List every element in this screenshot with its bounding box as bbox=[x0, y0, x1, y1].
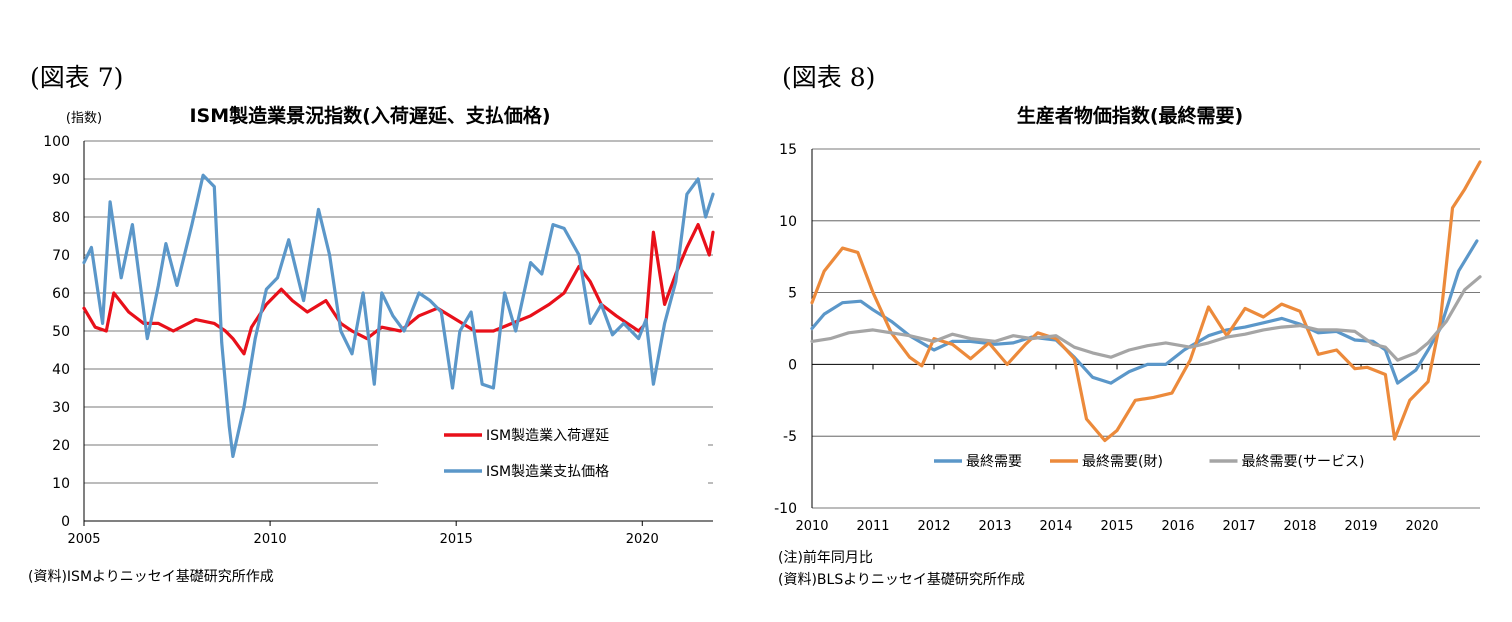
chart7-ytick-label: 100 bbox=[43, 134, 70, 150]
chart7-ytick-label: 60 bbox=[52, 286, 70, 302]
chart8-xtick-label: 2016 bbox=[1161, 519, 1194, 534]
chart8-xtick-label: 2019 bbox=[1344, 519, 1377, 534]
chart7-ytick-label: 40 bbox=[52, 362, 70, 378]
chart7-title: ISM製造業景況指数(入荷遅延、支払価格) bbox=[189, 104, 550, 127]
figure-8-source: (資料)BLSよりニッセイ基礎研究所作成 bbox=[778, 572, 1025, 588]
chart8-xtick-label: 2018 bbox=[1283, 519, 1316, 534]
chart7-series-line bbox=[82, 223, 715, 356]
chart7-legend-bg bbox=[378, 424, 708, 520]
chart7-ytick-label: 90 bbox=[52, 172, 70, 188]
chart8-series-line bbox=[810, 239, 1479, 385]
chart7-ytick-label: 80 bbox=[52, 210, 70, 226]
chart8-ytick-label: -5 bbox=[783, 429, 797, 445]
chart7-ytick-label: 70 bbox=[52, 248, 70, 264]
chart8-title: 生産者物価指数(最終需要) bbox=[1017, 104, 1243, 127]
chart8-xtick-label: 2017 bbox=[1222, 519, 1255, 534]
chart7-legend-label: ISM製造業入荷遅延 bbox=[486, 428, 609, 444]
chart7-xtick-label: 2020 bbox=[626, 532, 659, 547]
chart7-xtick-label: 2005 bbox=[67, 532, 100, 547]
chart8-ytick-label: 10 bbox=[779, 214, 797, 230]
chart8-xtick-label: 2014 bbox=[1039, 519, 1072, 534]
chart8-series-line bbox=[810, 160, 1482, 443]
figure-8-tag: (図表 8) bbox=[782, 63, 876, 92]
chart7-legend-label: ISM製造業支払価格 bbox=[486, 464, 609, 480]
chart8-xtick-label: 2012 bbox=[917, 519, 950, 534]
chart7-ytick-label: 30 bbox=[52, 400, 70, 416]
figure-8-note: (注)前年同月比 bbox=[778, 550, 873, 566]
chart7-xtick-label: 2010 bbox=[254, 532, 287, 547]
chart7-ytick-label: 20 bbox=[52, 438, 70, 454]
chart8-legend-label: 最終需要(財) bbox=[1082, 454, 1163, 470]
chart7-series-line bbox=[82, 173, 715, 458]
chart8-xtick-label: 2013 bbox=[978, 519, 1011, 534]
chart8-xtick-label: 2020 bbox=[1405, 519, 1438, 534]
chart7-ytick-label: 0 bbox=[61, 514, 70, 530]
figure-7-source: (資料)ISMよりニッセイ基礎研究所作成 bbox=[28, 569, 274, 585]
chart7-xtick-label: 2015 bbox=[440, 532, 473, 547]
chart8-ytick-label: 0 bbox=[788, 357, 797, 373]
chart8-ytick-label: 5 bbox=[788, 286, 797, 302]
chart8-legend-label: 最終需要(サービス) bbox=[1242, 454, 1365, 470]
chart8-legend-label: 最終需要 bbox=[966, 454, 1022, 470]
chart7-ytick-label: 10 bbox=[52, 476, 70, 492]
figure-7-tag: (図表 7) bbox=[30, 63, 124, 92]
chart7-ylabel: (指数) bbox=[66, 111, 102, 126]
chart8-ytick-label: 15 bbox=[779, 142, 797, 158]
chart8-legend-bg bbox=[920, 452, 1410, 480]
chart7-ytick-label: 50 bbox=[52, 324, 70, 340]
chart8-xtick-label: 2010 bbox=[795, 519, 828, 534]
chart8-xtick-label: 2011 bbox=[856, 519, 889, 534]
chart8-series-line bbox=[810, 275, 1482, 362]
chart8-xtick-label: 2015 bbox=[1100, 519, 1133, 534]
chart8-ytick-label: -10 bbox=[774, 501, 797, 517]
